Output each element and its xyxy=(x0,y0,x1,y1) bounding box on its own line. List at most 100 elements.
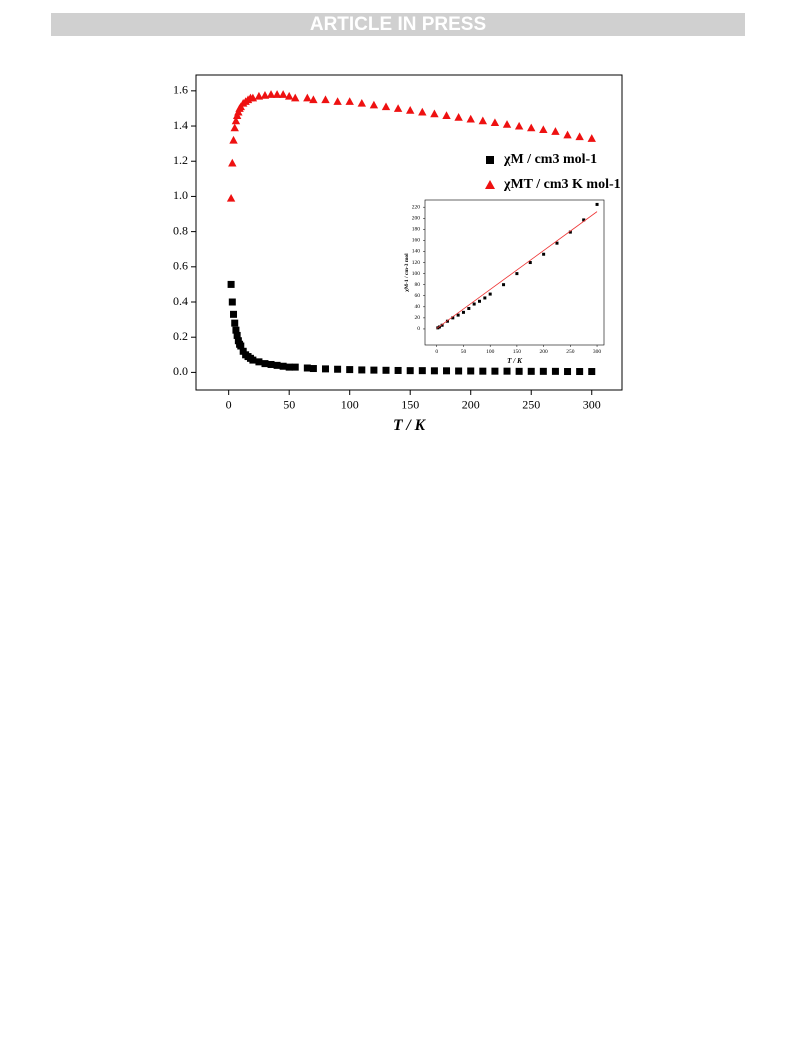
y-tick-label: 0.0 xyxy=(173,364,188,378)
point xyxy=(455,367,463,375)
point xyxy=(461,310,465,314)
point xyxy=(502,120,512,128)
point xyxy=(232,326,240,334)
point xyxy=(230,310,238,318)
point xyxy=(382,366,390,374)
y-tick-label: 220 xyxy=(412,204,421,210)
x-tick-label: 200 xyxy=(539,349,548,355)
y-tick-label: 180 xyxy=(412,227,421,233)
x-tick-label: 100 xyxy=(341,398,359,412)
y-tick-label: 140 xyxy=(412,249,421,255)
point xyxy=(394,366,402,374)
x-tick-label: 50 xyxy=(283,398,295,412)
point xyxy=(430,367,438,375)
point xyxy=(564,368,572,376)
point xyxy=(249,356,257,364)
point xyxy=(230,123,239,132)
point xyxy=(393,104,403,112)
point xyxy=(454,113,463,121)
point xyxy=(239,347,247,355)
point xyxy=(260,91,270,99)
point xyxy=(279,362,287,370)
point xyxy=(267,360,275,368)
point xyxy=(515,272,519,276)
point xyxy=(563,130,572,139)
point xyxy=(321,95,330,104)
x-tick-label: 250 xyxy=(566,349,575,355)
point xyxy=(527,367,535,375)
fit-line xyxy=(436,211,598,329)
point xyxy=(472,302,476,306)
point xyxy=(483,296,487,300)
x-axis-label: T / K xyxy=(393,417,427,434)
point xyxy=(478,116,488,125)
y-tick-label: 0.4 xyxy=(173,294,188,308)
point xyxy=(234,337,242,345)
x-tick-label: 200 xyxy=(462,398,480,412)
legend-label: χM / cm3 mol-1 xyxy=(503,152,597,167)
legend-marker xyxy=(486,156,494,164)
x-tick-label: 300 xyxy=(593,349,602,355)
point xyxy=(255,358,263,366)
x-tick-label: 0 xyxy=(435,349,438,355)
point xyxy=(233,331,241,339)
point xyxy=(451,316,455,320)
point xyxy=(370,366,378,374)
x-tick-label: 150 xyxy=(513,349,522,355)
point xyxy=(555,241,559,245)
legend-marker xyxy=(485,180,495,189)
point xyxy=(229,135,238,144)
point xyxy=(357,98,367,107)
point xyxy=(576,368,584,376)
point xyxy=(227,280,235,288)
point xyxy=(321,365,329,373)
point xyxy=(303,93,312,102)
point xyxy=(291,363,299,371)
point xyxy=(490,118,500,127)
y-tick-label: 0.2 xyxy=(173,329,188,343)
point xyxy=(231,319,239,327)
point xyxy=(272,90,282,98)
plot-frame xyxy=(424,199,605,346)
x-tick-label: 300 xyxy=(583,398,601,412)
banner-text: ARTICLE IN PRESS xyxy=(310,14,486,35)
point xyxy=(503,367,511,375)
point xyxy=(502,283,506,287)
point xyxy=(291,93,300,102)
point xyxy=(358,366,366,374)
point xyxy=(528,261,532,265)
point xyxy=(309,365,317,373)
point xyxy=(228,158,237,167)
y-tick-label: 0.8 xyxy=(173,223,188,237)
y-tick-label: 1.2 xyxy=(173,153,188,167)
banner xyxy=(51,13,745,36)
point xyxy=(418,367,426,375)
point xyxy=(479,367,487,375)
point xyxy=(285,363,293,371)
y-axis-label: χM-1 / cm-3 mol xyxy=(404,253,410,293)
point xyxy=(345,97,354,105)
point xyxy=(539,125,548,134)
point xyxy=(309,95,318,104)
y-tick-label: 80 xyxy=(415,282,421,288)
point xyxy=(491,367,499,375)
point xyxy=(568,230,572,234)
point xyxy=(575,132,584,141)
point xyxy=(445,319,449,323)
point xyxy=(467,367,475,375)
x-tick-label: 0 xyxy=(226,398,232,412)
point xyxy=(442,111,451,119)
y-tick-label: 20 xyxy=(415,315,421,321)
plot-frame xyxy=(195,74,623,391)
y-tick-label: 1.6 xyxy=(173,83,188,97)
point xyxy=(466,114,475,123)
point xyxy=(231,116,241,125)
point xyxy=(303,364,311,372)
point xyxy=(478,299,482,303)
point xyxy=(467,306,471,310)
point xyxy=(228,298,236,306)
point xyxy=(514,121,524,130)
y-tick-label: 200 xyxy=(412,216,421,222)
point xyxy=(261,360,269,368)
